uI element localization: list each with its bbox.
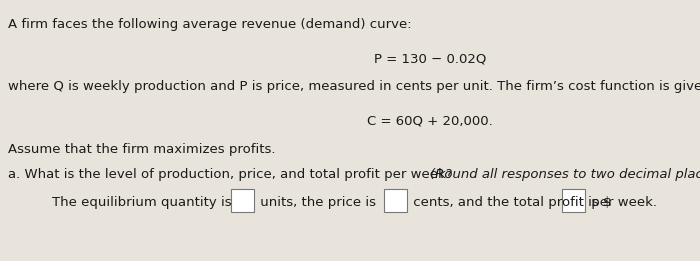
Text: where Q is weekly production and P is price, measured in cents per unit. The fir: where Q is weekly production and P is pr… xyxy=(8,80,700,93)
Text: C = 60Q + 20,000.: C = 60Q + 20,000. xyxy=(367,114,493,127)
Text: Assume that the firm maximizes profits.: Assume that the firm maximizes profits. xyxy=(8,143,276,156)
Text: a. What is the level of production, price, and total profit per week?: a. What is the level of production, pric… xyxy=(8,168,457,181)
Text: (Round all responses to two decimal places.): (Round all responses to two decimal plac… xyxy=(430,168,700,181)
Text: units, the price is: units, the price is xyxy=(256,196,380,209)
Bar xyxy=(384,188,407,212)
Text: P = 130 − 0.02Q: P = 130 − 0.02Q xyxy=(374,52,486,65)
Text: The equilibrium quantity is: The equilibrium quantity is xyxy=(35,196,236,209)
Bar xyxy=(562,188,585,212)
Bar xyxy=(231,188,254,212)
Text: cents, and the total profit is $: cents, and the total profit is $ xyxy=(409,196,612,209)
Text: per week.: per week. xyxy=(587,196,657,209)
Text: A firm faces the following average revenue (demand) curve:: A firm faces the following average reven… xyxy=(8,18,412,31)
